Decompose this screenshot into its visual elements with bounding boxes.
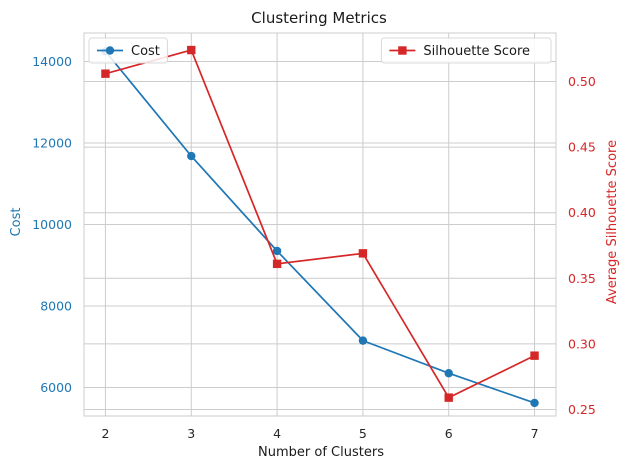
y-right-tick-label: 0.45 [568,140,596,155]
x-tick-label: 5 [359,426,367,441]
silhouette-score-point [444,393,453,402]
plot-frame [83,32,557,417]
x-tick-label: 4 [273,426,281,441]
cost-point [444,369,453,378]
y-right-tick-label: 0.40 [568,205,596,220]
cost-point [272,246,282,256]
y-axis-left-label: Cost [9,208,24,237]
legend-box [88,37,168,64]
y-right-tick-label: 0.30 [568,336,596,351]
y-left-tick-label: 8000 [40,298,72,313]
cost-point [187,151,196,161]
y-left-tick-label: 12000 [32,136,72,151]
y-right-tick-label: 0.25 [568,402,596,417]
x-axis-label: Number of Clusters [258,445,384,460]
silhouette-score-point [272,259,282,269]
legend-marker [398,46,407,55]
legend-box [380,37,552,64]
silhouette-score-legend: Silhouette Score [380,37,552,64]
y-left-tick-label: 6000 [40,380,72,395]
y-left-tick-label: 10000 [32,217,72,232]
cost-point [358,336,368,345]
x-tick-label: 7 [531,426,539,441]
plot-area: 2 3 4 5 6 7 6000 8000 10000 12000 14000 0.25 0.30 0.3… [32,32,596,441]
x-tick-label: 6 [445,426,453,441]
silhouette-score-line [105,49,535,399]
y-left-tick-label: 14000 [32,54,72,69]
cost-legend: Cost [88,37,168,64]
y-axis-right-label: Average Silhouette Score [605,140,620,304]
grid-lines [84,33,556,416]
silhouette-score-point [358,249,368,258]
y-right-tick-label: 0.50 [568,74,596,89]
legend-label: Cost [131,44,160,59]
silhouette-score-point [530,351,539,360]
cost-line [104,50,535,404]
legend-label: Silhouette Score [423,44,530,59]
silhouette-score-point [187,45,196,55]
y-right-tick-label: 0.35 [568,271,596,286]
chart-title: Clustering Metrics [251,9,387,27]
cost-point [530,398,539,408]
x-tick-label: 3 [187,426,195,441]
legend-marker [105,46,115,55]
silhouette-score-point [101,69,110,78]
x-tick-label: 2 [101,426,109,441]
